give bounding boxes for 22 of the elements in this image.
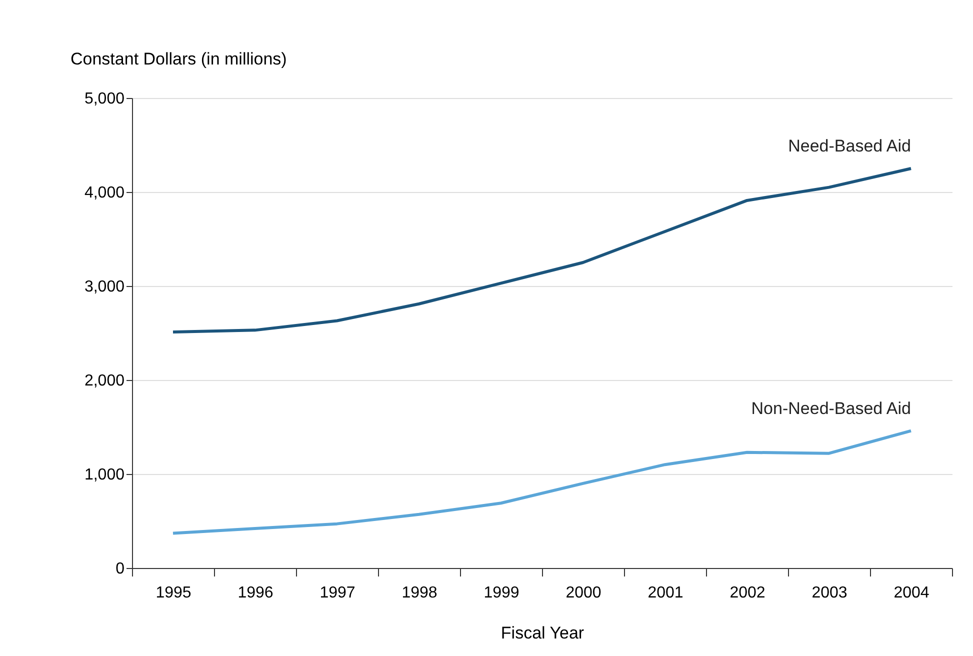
- x-tick-label: 2001: [648, 584, 684, 602]
- x-tick-label: 1998: [402, 584, 438, 602]
- y-tick-label: 4,000: [84, 184, 125, 202]
- y-tick-label: 1,000: [84, 466, 125, 484]
- x-axis-title: Fiscal Year: [500, 624, 584, 642]
- series-label: Non-Need-Based Aid: [751, 398, 911, 418]
- y-tick-label: 3,000: [84, 278, 125, 296]
- y-tick-label: 5,000: [84, 90, 125, 108]
- x-tick-label: 2000: [566, 584, 602, 602]
- x-tick-label: 1999: [484, 584, 520, 602]
- y-axis-title: Constant Dollars (in millions): [70, 50, 287, 68]
- series-label: Need-Based Aid: [788, 136, 911, 156]
- y-tick-label: 0: [116, 560, 125, 578]
- line-series: [172, 429, 912, 535]
- x-tick-label: 1995: [156, 584, 192, 602]
- x-tick-label: 2002: [730, 584, 766, 602]
- x-tick-label: 2004: [894, 584, 930, 602]
- x-tick-label: 1997: [320, 584, 356, 602]
- x-tick-label: 2003: [812, 584, 848, 602]
- x-tick-label: 1996: [238, 584, 274, 602]
- y-tick-label: 2,000: [84, 372, 125, 390]
- line-series: [172, 167, 912, 334]
